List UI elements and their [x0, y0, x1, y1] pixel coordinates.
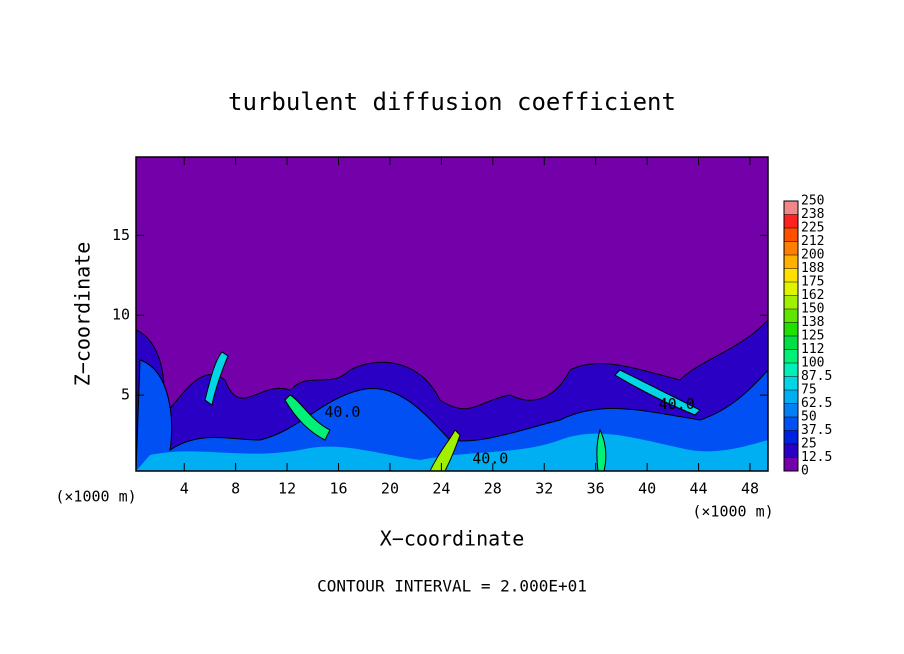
x-tick-label: 12 — [278, 480, 296, 498]
colorbar-swatch — [784, 282, 798, 296]
x-tick-label: 48 — [741, 480, 759, 498]
colorbar-label: 62.5 — [801, 396, 832, 411]
colorbar-label: 0 — [801, 464, 809, 479]
colorbar-label: 150 — [801, 302, 824, 317]
x-axis-label: X−coordinate — [380, 527, 525, 551]
colorbar-swatch — [784, 241, 798, 255]
x-unit-left: (×1000 m) — [55, 488, 136, 506]
colorbar-label: 250 — [801, 194, 824, 209]
footer-note: CONTOUR INTERVAL = 2.000E+01 — [317, 577, 587, 596]
x-tick-label: 36 — [587, 480, 605, 498]
y-tick-label: 10 — [112, 306, 130, 324]
x-tick-label: 20 — [381, 480, 399, 498]
colorbar-label: 175 — [801, 275, 824, 290]
x-tick-label: 32 — [535, 480, 553, 498]
colorbar-swatch — [784, 309, 798, 323]
colorbar-swatch — [784, 457, 798, 471]
colorbar-label: 225 — [801, 221, 824, 236]
colorbar-swatch — [784, 444, 798, 458]
colorbar-label: 75 — [801, 383, 817, 398]
colorbar-swatch — [784, 336, 798, 350]
colorbar-label: 212 — [801, 234, 824, 249]
colorbar-swatch — [784, 295, 798, 309]
colorbar-label: 25 — [801, 437, 817, 452]
chart-title: turbulent diffusion coefficient — [228, 88, 676, 116]
contour-label: 40.0 — [324, 403, 360, 421]
x-tick-label: 4 — [180, 480, 189, 498]
colorbar-swatch — [784, 322, 798, 336]
plot-frame — [135, 156, 769, 472]
colorbar-label: 112 — [801, 342, 824, 357]
colorbar-label: 238 — [801, 207, 824, 222]
colorbar-swatch — [784, 430, 798, 444]
y-tick-label: 15 — [112, 226, 130, 244]
colorbar-swatch — [784, 201, 798, 215]
colorbar-swatch — [784, 349, 798, 363]
y-tick-label: 5 — [121, 386, 130, 404]
colorbar-label: 200 — [801, 248, 824, 263]
field — [136, 319, 768, 471]
colorbar-swatch — [784, 376, 798, 390]
colorbar-label: 162 — [801, 288, 824, 303]
colorbar-label: 100 — [801, 356, 824, 371]
colorbar-swatch — [784, 268, 798, 282]
x-tick-label: 44 — [690, 480, 708, 498]
colorbar-swatch — [784, 390, 798, 404]
colorbar-label: 37.5 — [801, 423, 832, 438]
colorbar-label: 50 — [801, 410, 817, 425]
colorbar-swatch — [784, 363, 798, 377]
colorbar-label: 87.5 — [801, 369, 832, 384]
x-tick-label: 16 — [329, 480, 347, 498]
colorbar-label: 138 — [801, 315, 824, 330]
contour-label: 40.0 — [472, 450, 508, 468]
colorbar-label: 12.5 — [801, 450, 832, 465]
x-tick-label: 8 — [231, 480, 240, 498]
colorbar-swatch — [784, 417, 798, 431]
x-tick-label: 28 — [484, 480, 502, 498]
x-tick-label: 24 — [432, 480, 450, 498]
contour-label: 40.0 — [659, 395, 695, 413]
colorbar-swatch — [784, 214, 798, 228]
colorbar-label: 188 — [801, 261, 824, 276]
colorbar-swatch — [784, 228, 798, 242]
colorbar-label: 125 — [801, 329, 824, 344]
x-unit-right: (×1000 m) — [692, 503, 773, 521]
colorbar-swatch — [784, 403, 798, 417]
x-tick-label: 40 — [638, 480, 656, 498]
colorbar-swatch — [784, 255, 798, 269]
y-axis-label: Z−coordinate — [71, 242, 95, 387]
